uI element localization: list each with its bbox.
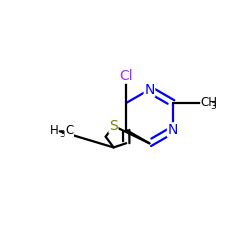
Text: Cl: Cl <box>119 69 133 83</box>
Text: H: H <box>50 124 58 136</box>
Text: C: C <box>65 124 73 136</box>
Text: N: N <box>144 82 155 96</box>
Text: N: N <box>168 123 178 137</box>
Text: 3: 3 <box>59 130 64 140</box>
Text: S: S <box>109 119 118 133</box>
Text: 3: 3 <box>210 102 216 111</box>
Text: CH: CH <box>201 96 218 110</box>
